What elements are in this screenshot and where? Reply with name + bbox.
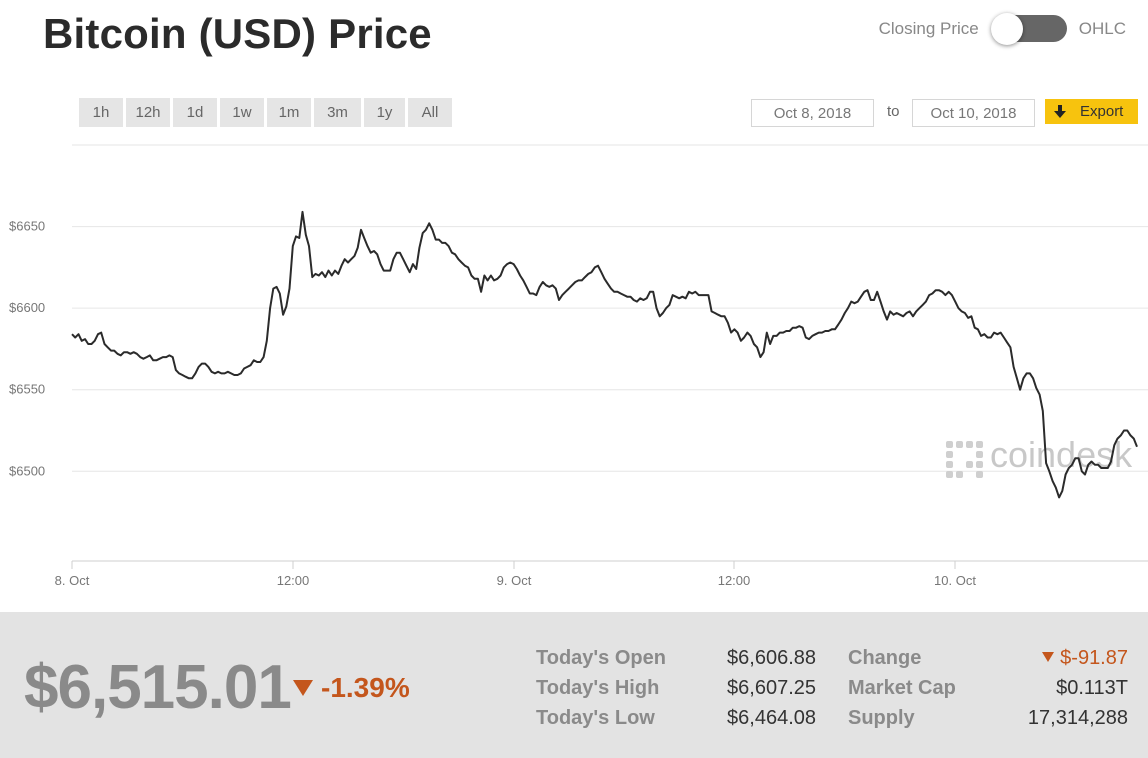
price-chart: $6500 $6550 $6600 $6650 8. Oct 12:00 9. Oct 12… <box>9 144 1148 588</box>
y-tick-label: $6550 <box>9 382 45 397</box>
logo-dot <box>976 441 983 448</box>
logo-dot <box>976 461 983 468</box>
x-tick-label: 12:00 <box>277 573 310 588</box>
toggle-knob[interactable] <box>990 13 1023 45</box>
percent-change-value: -1.39% <box>321 672 410 703</box>
date-range-to-label: to <box>887 103 900 120</box>
x-axis: 8. Oct 12:00 9. Oct 12:00 10. Oct <box>55 560 1148 588</box>
page-title: Bitcoin (USD) Price <box>43 10 432 57</box>
range-1d-button[interactable]: 1d <box>173 98 217 127</box>
logo-dot <box>956 441 963 448</box>
range-12h-button[interactable]: 12h <box>126 98 170 127</box>
logo-dot <box>976 451 983 458</box>
ohlc-label[interactable]: OHLC <box>1078 19 1126 38</box>
range-1h-button[interactable]: 1h <box>79 98 123 127</box>
logo-dot <box>946 451 953 458</box>
y-axis: $6500 $6550 $6600 $6650 <box>9 219 45 479</box>
range-1y-button[interactable]: 1y <box>364 98 405 127</box>
change-value: $-91.87 <box>1060 647 1128 669</box>
range-all-button[interactable]: All <box>408 98 452 127</box>
y-tick-label: $6500 <box>9 463 45 478</box>
current-price: $6,515.01 <box>24 653 292 722</box>
change-label: Change <box>848 647 922 669</box>
supply-value: 17,314,288 <box>1027 707 1128 729</box>
closing-price-label[interactable]: Closing Price <box>878 19 979 38</box>
change-value-wrap: $-91.87 <box>960 647 1128 670</box>
y-tick-label: $6600 <box>9 300 45 315</box>
x-tick-label: 10. Oct <box>934 573 976 588</box>
price-series-line <box>71 210 1138 499</box>
range-1w-button[interactable]: 1w <box>220 98 264 127</box>
logo-dot <box>946 471 953 478</box>
market-cap-value: $0.113T <box>1056 677 1128 699</box>
logo-dot <box>976 471 983 478</box>
export-label: Export <box>1080 103 1124 120</box>
x-tick-label: 9. Oct <box>497 573 532 588</box>
high-label: Today's High <box>536 677 660 699</box>
down-arrow-icon <box>293 680 313 696</box>
coindesk-logo-icon <box>946 441 983 478</box>
to-date-input[interactable]: Oct 10, 2018 <box>912 99 1035 127</box>
range-1m-button[interactable]: 1m <box>267 98 311 127</box>
logo-dot <box>966 441 973 448</box>
coindesk-watermark: coindesk <box>946 434 1133 478</box>
high-value: $6,607.25 <box>727 677 816 699</box>
range-3m-button[interactable]: 3m <box>314 98 361 127</box>
open-value: $6,606.88 <box>727 647 816 669</box>
x-tick-label: 12:00 <box>718 573 751 588</box>
time-range-selector: 1h 12h 1d 1w 1m 3m 1y All <box>79 98 455 127</box>
change-down-arrow-icon <box>1042 652 1055 662</box>
low-label: Today's Low <box>536 707 655 729</box>
coindesk-watermark-text: coindesk <box>990 434 1133 475</box>
price-summary-panel: $6,515.01 -1.39% Today's Open $6,606.88 … <box>0 612 1148 758</box>
price-type-toggle[interactable] <box>990 13 1067 45</box>
market-cap-label: Market Cap <box>848 677 956 699</box>
export-button[interactable]: Export <box>1045 99 1138 124</box>
logo-dot <box>946 441 953 448</box>
supply-label: Supply <box>848 707 915 729</box>
logo-dot <box>946 461 953 468</box>
logo-dot <box>966 461 973 468</box>
low-value: $6,464.08 <box>727 707 816 729</box>
price-type-toggle-group: Closing Price OHLC <box>878 13 1126 45</box>
chart-grid <box>72 144 1148 472</box>
download-arrow-icon <box>1054 104 1066 118</box>
logo-dot <box>956 471 963 478</box>
x-tick-label: 8. Oct <box>55 573 90 588</box>
open-label: Today's Open <box>536 647 666 669</box>
y-tick-label: $6650 <box>9 219 45 234</box>
from-date-input[interactable]: Oct 8, 2018 <box>751 99 874 127</box>
percent-change: -1.39% <box>293 672 410 704</box>
